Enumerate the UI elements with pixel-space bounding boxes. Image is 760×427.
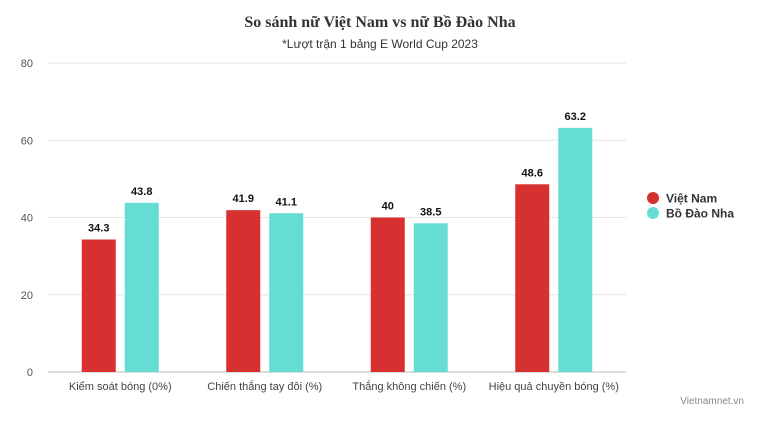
data-label: 48.6 — [522, 167, 543, 179]
bar[interactable] — [226, 210, 261, 372]
data-label: 41.9 — [233, 193, 254, 205]
y-axis: 0 20 40 60 80 — [21, 58, 33, 379]
data-label: 40 — [382, 201, 394, 213]
data-label: 63.2 — [565, 111, 586, 123]
legend-marker[interactable] — [647, 192, 659, 204]
data-label: 38.5 — [420, 206, 441, 218]
y-tick-label: 0 — [27, 367, 33, 379]
x-tick-label: Hiệu quả chuyền bóng (%) — [489, 381, 619, 393]
data-label: 41.1 — [276, 196, 297, 208]
y-tick-label: 20 — [21, 290, 33, 302]
y-tick-label: 40 — [21, 213, 33, 225]
data-label: 34.3 — [88, 223, 109, 235]
chart-title: So sánh nữ Việt Nam vs nữ Bồ Đào Nha — [244, 14, 515, 31]
bar[interactable] — [558, 127, 593, 372]
bar[interactable] — [370, 217, 405, 373]
bar[interactable] — [269, 213, 304, 372]
x-tick-label: Kiểm soát bóng (0%) — [69, 381, 172, 393]
data-label: 43.8 — [131, 186, 152, 198]
y-tick-label: 80 — [21, 58, 33, 70]
y-tick-label: 60 — [21, 135, 33, 147]
legend-marker[interactable] — [647, 207, 659, 219]
bar[interactable] — [81, 239, 116, 372]
legend-label[interactable]: Bồ Đào Nha — [666, 207, 734, 221]
legend-label[interactable]: Việt Nam — [666, 192, 717, 206]
credit-text[interactable]: Vietnamnet.vn — [680, 396, 744, 407]
x-tick-label: Chiến thắng tay đôi (%) — [207, 380, 322, 393]
bar[interactable] — [413, 223, 448, 372]
bar[interactable] — [515, 184, 550, 372]
bars: 34.3 43.8 41.9 41.1 40 38.5 48.6 63.2 — [81, 111, 593, 373]
chart-subtitle: *Lượt trận 1 bảng E World Cup 2023 — [282, 37, 478, 51]
x-tick-label: Thắng không chiến (%) — [352, 380, 466, 393]
bar[interactable] — [124, 202, 159, 372]
x-axis: Kiểm soát bóng (0%) Chiến thắng tay đôi (… — [69, 380, 619, 393]
